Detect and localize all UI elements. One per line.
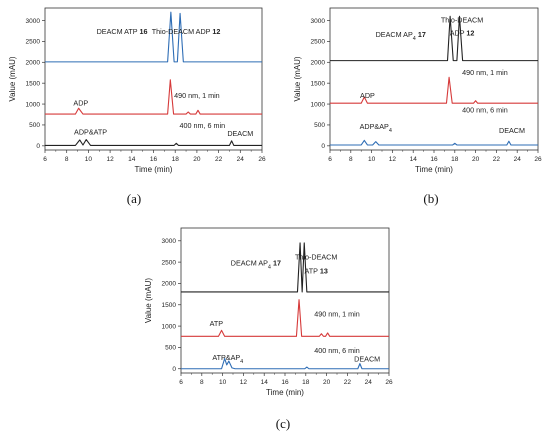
compound-label: DEACM AP4 17 — [231, 259, 281, 271]
x-tick-label: 22 — [215, 156, 223, 163]
chromatogram-trace — [45, 139, 262, 146]
peak-annotation: ADP&AP4 — [360, 122, 392, 134]
y-tick-label: 2000 — [162, 281, 177, 288]
x-tick-label: 8 — [65, 156, 69, 163]
peak-annotation: 400 nm, 6 min — [462, 105, 508, 114]
peak-annotation: 490 nm, 1 min — [174, 91, 220, 100]
y-tick-label: 0 — [321, 143, 325, 150]
y-tick-label: 2000 — [311, 60, 326, 67]
x-tick-label: 16 — [150, 156, 158, 163]
x-tick-label: 10 — [85, 156, 93, 163]
compound-label: Thio-DEACM — [441, 16, 483, 25]
peak-annotation: DEACM — [499, 126, 525, 135]
x-tick-label: 8 — [200, 379, 204, 386]
chart-panel: 6 8 10 12 14 16 18 20 22 24 26 0 500 1000 1500 2000 2500… — [144, 227, 393, 431]
x-tick-label: 8 — [349, 156, 353, 163]
x-tick-label: 14 — [128, 156, 136, 163]
y-tick-label: 3000 — [26, 18, 41, 25]
compound-label: ATP 13 — [305, 267, 328, 276]
peak-annotation: 400 nm, 6 min — [180, 121, 226, 130]
x-tick-label: 12 — [389, 156, 397, 163]
chromatogram-trace — [45, 11, 262, 63]
y-tick-label: 500 — [29, 122, 40, 129]
peak-annotation: DEACM — [227, 129, 253, 138]
compound-label: Thio-DEACM — [295, 253, 337, 262]
x-tick-label: 24 — [237, 156, 245, 163]
compound-label: ADP 12 — [450, 29, 475, 38]
y-tick-label: 0 — [172, 366, 176, 373]
chromatogram-trace — [330, 139, 538, 146]
peak-annotation: ADP&ATP — [74, 128, 107, 137]
panel-label: (c) — [276, 416, 290, 431]
x-tick-label: 14 — [410, 156, 418, 163]
chromatogram-trace — [330, 15, 538, 62]
y-tick-label: 3000 — [162, 238, 177, 245]
x-tick-label: 6 — [179, 379, 183, 386]
x-tick-label: 26 — [385, 379, 393, 386]
peak-annotation: ADP — [73, 99, 88, 108]
y-tick-label: 2500 — [26, 39, 41, 46]
y-tick-label: 1500 — [26, 80, 41, 87]
chart-panel: 6 8 10 12 14 16 18 20 22 24 26 0 500 1000 1500 2000 2500… — [8, 7, 266, 206]
x-tick-label: 18 — [451, 156, 459, 163]
chromatogram-trace — [45, 79, 262, 115]
x-tick-label: 12 — [106, 156, 114, 163]
compound-label: DEACM AP4 17 — [376, 30, 426, 42]
x-tick-label: 26 — [258, 156, 266, 163]
panel-label: (b) — [423, 191, 438, 206]
y-tick-label: 0 — [36, 143, 40, 150]
chromatogram-trace — [181, 357, 389, 370]
y-tick-label: 1000 — [311, 101, 326, 108]
peak-annotation: 400 nm, 6 min — [314, 346, 360, 355]
peak-annotation: DEACM — [354, 354, 380, 363]
x-tick-label: 12 — [240, 379, 248, 386]
y-tick-label: 3000 — [311, 18, 326, 25]
x-axis-label: Time (min) — [135, 165, 173, 174]
chromatogram-trace — [181, 299, 389, 337]
chart-panel: 6 8 10 12 14 16 18 20 22 24 26 0 500 1000 1500 2000 2500… — [293, 7, 542, 206]
x-axis-label: Time (min) — [266, 388, 304, 397]
x-tick-label: 10 — [368, 156, 376, 163]
x-tick-label: 22 — [344, 379, 352, 386]
y-tick-label: 500 — [165, 345, 176, 352]
x-tick-label: 18 — [302, 379, 310, 386]
y-tick-label: 1000 — [162, 323, 177, 330]
y-tick-label: 500 — [314, 122, 325, 129]
x-axis-label: Time (min) — [415, 165, 453, 174]
y-tick-label: 1000 — [26, 101, 41, 108]
chromatogram-trace — [330, 76, 538, 104]
x-tick-label: 6 — [328, 156, 332, 163]
y-axis-label: Value (mAU) — [8, 56, 17, 102]
y-tick-label: 2000 — [26, 60, 41, 67]
y-axis-label: Value (mAU) — [144, 278, 153, 324]
compound-label: DEACM ATP 16 — [97, 27, 148, 36]
y-tick-label: 1500 — [311, 80, 326, 87]
x-tick-label: 26 — [534, 156, 542, 163]
y-tick-label: 2500 — [162, 259, 177, 266]
peak-annotation: ADP — [360, 91, 375, 100]
peak-annotation: ATP&AP4 — [212, 353, 243, 365]
x-tick-label: 22 — [493, 156, 501, 163]
peak-annotation: 490 nm, 1 min — [462, 68, 508, 77]
y-axis-label: Value (mAU) — [293, 56, 302, 102]
y-tick-label: 1500 — [162, 302, 177, 309]
x-tick-label: 18 — [172, 156, 180, 163]
panel-label: (a) — [127, 191, 141, 206]
peak-annotation: 490 nm, 1 min — [314, 310, 360, 319]
x-tick-label: 10 — [219, 379, 227, 386]
y-tick-label: 2500 — [311, 39, 326, 46]
x-tick-label: 24 — [514, 156, 522, 163]
peak-annotation: ATP — [210, 319, 224, 328]
x-tick-label: 16 — [281, 379, 289, 386]
x-tick-label: 14 — [261, 379, 269, 386]
x-tick-label: 20 — [472, 156, 480, 163]
x-tick-label: 24 — [365, 379, 373, 386]
x-tick-label: 6 — [43, 156, 47, 163]
x-tick-label: 20 — [323, 379, 331, 386]
x-tick-label: 16 — [430, 156, 438, 163]
chromatogram-trace — [181, 242, 389, 293]
compound-label: Thio-DEACM ADP 12 — [152, 27, 221, 36]
x-tick-label: 20 — [193, 156, 201, 163]
